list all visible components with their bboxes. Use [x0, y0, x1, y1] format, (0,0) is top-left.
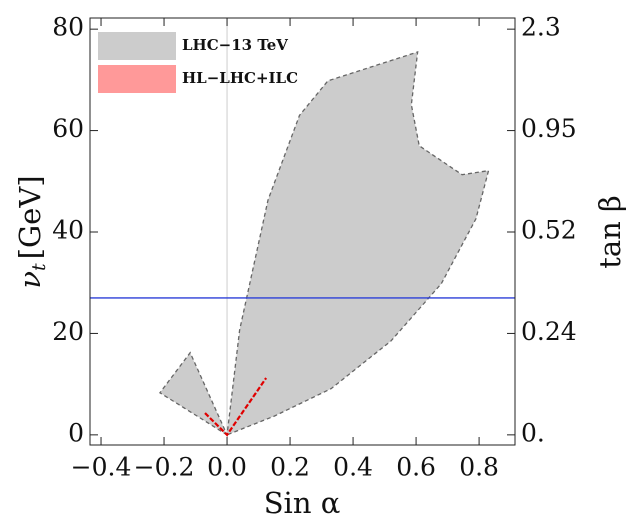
x-tick-label: 0.6: [396, 453, 436, 482]
y2-tick-label: 0.95: [521, 114, 577, 143]
y-label-unit: [GeV]: [13, 175, 47, 259]
x-tick-label: −0.2: [134, 453, 195, 482]
y-label-subscript: t: [28, 263, 50, 271]
x-tick-label: 0.2: [270, 453, 310, 482]
x-tick-label: 0.0: [207, 453, 247, 482]
y2-axis-label: tan β: [593, 195, 627, 269]
allowed-region: [158, 51, 490, 438]
y-label-symbol: ν: [13, 271, 47, 289]
legend-swatch: [98, 65, 176, 93]
y-tick-label: 40: [52, 216, 84, 245]
y2-tick-label: 0.24: [521, 317, 577, 346]
projected-region: [204, 377, 268, 437]
y-tick-label: 20: [52, 317, 84, 346]
plot-frame: [89, 17, 516, 446]
y-axis-label: νt [GeV]: [13, 175, 50, 288]
y-tick-label: 80: [52, 13, 84, 42]
legend-label: LHC−13 TeV: [182, 36, 288, 54]
y2-tick-label: 0.52: [521, 216, 577, 245]
x-tick-label: −0.4: [71, 453, 132, 482]
x-tick-label: 0.8: [459, 453, 499, 482]
x-tick-label: 0.4: [333, 453, 373, 482]
y2-tick-label: 2.3: [521, 13, 561, 42]
x-axis-label: Sin α: [264, 486, 341, 520]
y-tick-label: 60: [52, 114, 84, 143]
y2-tick-label: 0.: [521, 418, 545, 447]
legend-swatch: [98, 32, 176, 60]
y-tick-label: 0: [68, 418, 84, 447]
legend-label: HL−LHC+ILC: [182, 69, 298, 87]
